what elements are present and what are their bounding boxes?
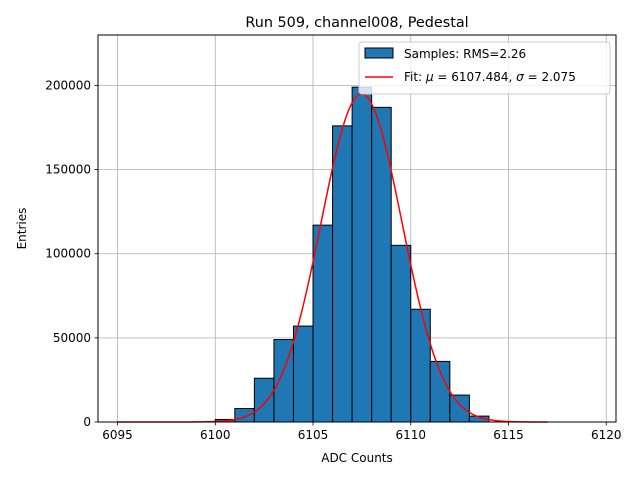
legend-fit-sigma-eq: = bbox=[524, 70, 542, 84]
x-tick-label: 6105 bbox=[298, 428, 329, 442]
histogram-bar bbox=[332, 125, 353, 423]
legend-box bbox=[358, 41, 611, 95]
legend-fit-label: Fit: μ = 6107.484, σ = 2.075 bbox=[404, 70, 576, 84]
x-axis-ticks: 6095 6100 6105 6110 6115 6120 bbox=[102, 422, 621, 442]
histogram-bar bbox=[371, 106, 392, 423]
legend-fit-separator: , bbox=[509, 70, 517, 84]
histogram-bar bbox=[253, 377, 275, 423]
histogram-bar bbox=[234, 408, 255, 423]
histogram-bars bbox=[214, 86, 490, 423]
x-tick-label: 6120 bbox=[591, 428, 622, 442]
chart-title: Run 509, channel008, Pedestal bbox=[245, 15, 468, 31]
legend-fit-mu-symbol: μ bbox=[425, 70, 434, 84]
legend-samples-label: Samples: RMS=2.26 bbox=[404, 47, 526, 61]
x-axis-label: ADC Counts bbox=[321, 451, 393, 465]
histogram-bar bbox=[449, 394, 470, 423]
y-tick-label: 200000 bbox=[45, 78, 91, 92]
y-axis-ticks: 0 50000 100000 150000 200000 bbox=[45, 78, 98, 429]
y-axis-label: Entries bbox=[15, 208, 29, 250]
legend-fit-sigma-symbol: σ bbox=[516, 70, 524, 84]
y-tick-label: 150000 bbox=[45, 163, 91, 177]
legend-samples-swatch bbox=[364, 47, 394, 59]
x-tick-label: 6095 bbox=[102, 428, 133, 442]
legend-fit-prefix: Fit: bbox=[404, 70, 426, 84]
x-tick-label: 6115 bbox=[493, 428, 524, 442]
legend-fit-mu-eq: = bbox=[434, 70, 452, 84]
legend: Samples: RMS=2.26 Fit: μ = 6107.484, σ =… bbox=[358, 41, 611, 95]
legend-fit-sigma-value: 2.075 bbox=[541, 70, 575, 84]
y-tick-label: 100000 bbox=[45, 247, 91, 261]
y-tick-label: 50000 bbox=[53, 331, 91, 345]
histogram-bar bbox=[351, 86, 373, 423]
histogram-bar bbox=[292, 325, 314, 423]
histogram-bar bbox=[390, 244, 412, 423]
x-tick-label: 6110 bbox=[395, 428, 426, 442]
histogram-bar bbox=[410, 308, 431, 423]
plot-frame bbox=[97, 34, 617, 423]
legend-fit-mu-value: 6107.484 bbox=[451, 70, 508, 84]
histogram-bar bbox=[312, 224, 334, 423]
y-tick-label: 0 bbox=[83, 415, 91, 429]
x-tick-label: 6100 bbox=[200, 428, 231, 442]
